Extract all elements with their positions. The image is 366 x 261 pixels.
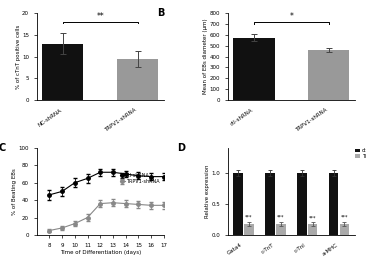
Bar [308, 50, 349, 100]
Legend: ctl-shRNA, TRPV1-shRNA: ctl-shRNA, TRPV1-shRNA [118, 171, 161, 186]
Bar [308, 224, 317, 235]
Bar [244, 224, 254, 235]
Bar [276, 224, 285, 235]
Y-axis label: Relative expression: Relative expression [205, 165, 210, 218]
Legend: ctl-shRNA, TRPV1-shRNA: ctl-shRNA, TRPV1-shRNA [353, 146, 366, 161]
Text: ***: *** [341, 215, 348, 220]
Bar [297, 173, 307, 235]
Text: *: * [290, 12, 293, 21]
Text: ***: *** [277, 215, 285, 220]
Y-axis label: Mean of EBs diameter (μm): Mean of EBs diameter (μm) [203, 19, 208, 94]
Text: ***: *** [309, 216, 316, 221]
Bar [234, 173, 243, 235]
Bar [42, 44, 83, 100]
Text: D: D [177, 143, 185, 153]
Bar [340, 224, 349, 235]
Y-axis label: % of cTnT positive cells: % of cTnT positive cells [16, 25, 20, 89]
Bar [234, 38, 274, 100]
X-axis label: Time of Differentiation (days): Time of Differentiation (days) [60, 250, 141, 255]
Text: B: B [158, 8, 165, 18]
Bar [329, 173, 339, 235]
Text: ***: *** [245, 215, 253, 220]
Bar [117, 59, 158, 100]
Text: **: ** [96, 12, 104, 21]
Bar [265, 173, 275, 235]
Text: C: C [0, 143, 5, 153]
Y-axis label: % of Beating EBs: % of Beating EBs [12, 168, 17, 215]
